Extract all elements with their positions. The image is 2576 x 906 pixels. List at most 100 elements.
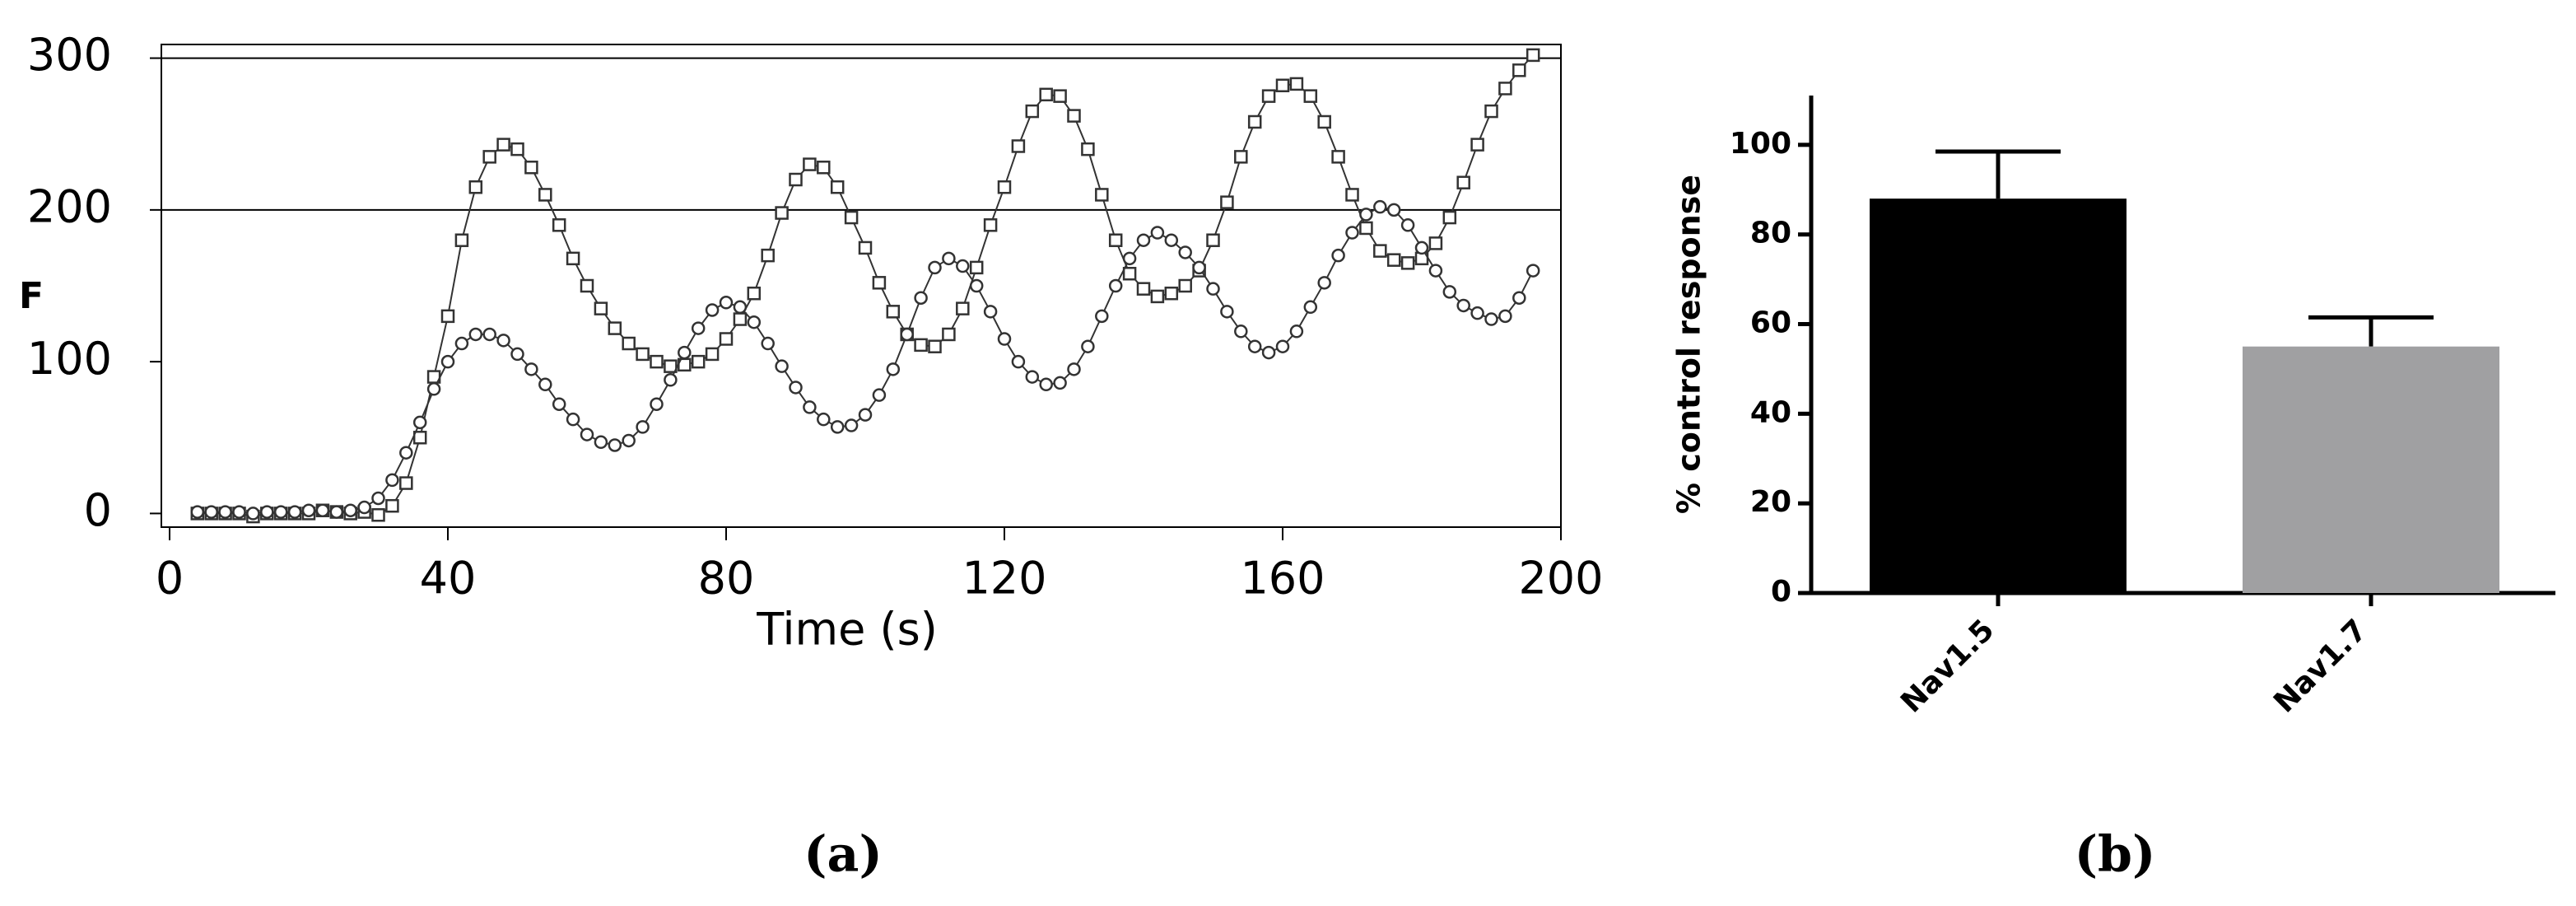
data-point: [1400, 256, 1415, 270]
data-point: [747, 286, 762, 301]
data-point: [969, 260, 984, 275]
data-point: [886, 305, 901, 319]
data-point: [1331, 150, 1345, 164]
data-point: [273, 505, 288, 519]
data-point: [1122, 267, 1137, 281]
data-point: [1067, 362, 1081, 376]
data-point: [1053, 89, 1067, 103]
data-point: [454, 336, 469, 351]
data-point: [468, 327, 483, 342]
data-point: [1386, 203, 1401, 217]
x-axis-label: Time (s): [756, 604, 938, 656]
data-point: [997, 332, 1012, 346]
data-point: [1136, 282, 1151, 296]
data-point: [1512, 291, 1526, 305]
data-point: [399, 476, 413, 490]
data-point: [357, 500, 371, 515]
data-point: [872, 276, 887, 290]
data-point: [1428, 236, 1443, 250]
data-point: [1275, 78, 1290, 93]
data-point: [1414, 241, 1429, 255]
data-point: [315, 503, 330, 517]
data-point: [1234, 150, 1248, 164]
data-point: [1164, 286, 1179, 301]
data-point: [594, 301, 608, 315]
y-axis-label: F: [19, 275, 44, 317]
data-point: [232, 505, 246, 519]
data-point: [371, 491, 385, 506]
data-point: [678, 345, 692, 360]
data-point: [1442, 210, 1457, 225]
x-tick-label: 40: [420, 553, 477, 605]
data-point: [1081, 339, 1095, 353]
data-point: [858, 241, 873, 255]
data-point: [691, 321, 706, 335]
data-point: [1247, 114, 1262, 129]
data-point: [1234, 325, 1248, 339]
data-point: [566, 412, 580, 427]
data-point: [803, 157, 817, 171]
data-point: [1011, 354, 1026, 369]
data-point: [412, 431, 427, 445]
data-point: [1359, 208, 1373, 222]
y-tick-label: 200: [27, 181, 112, 233]
data-point: [956, 301, 970, 315]
data-point: [482, 327, 496, 342]
data-point: [580, 427, 594, 441]
data-point: [1220, 305, 1234, 319]
data-point: [747, 315, 762, 329]
data-point: [1095, 188, 1109, 202]
data-point: [830, 180, 845, 194]
data-point: [1303, 89, 1318, 103]
data-point: [1512, 63, 1526, 77]
data-point: [719, 332, 734, 346]
data-point: [608, 438, 622, 452]
y-tick-label: 0: [1771, 575, 1791, 609]
data-point: [830, 420, 845, 434]
data-point: [1261, 89, 1276, 103]
panel-caption: (b): [2075, 826, 2156, 884]
data-point: [1359, 221, 1373, 236]
data-point: [705, 347, 720, 362]
data-point: [1067, 109, 1081, 123]
data-point: [1039, 87, 1053, 102]
data-point: [1025, 104, 1040, 119]
data-point: [552, 397, 566, 411]
data-point: [1526, 48, 1540, 63]
data-point: [1498, 82, 1512, 96]
data-point: [385, 498, 399, 513]
y-tick-label: 300: [27, 29, 112, 81]
data-point: [566, 251, 580, 266]
data-point: [1150, 289, 1165, 304]
data-point: [524, 161, 538, 175]
data-point: [1178, 245, 1192, 259]
x-tick-label: 160: [1240, 553, 1325, 605]
data-point: [719, 296, 734, 310]
data-point: [1025, 370, 1040, 384]
data-point: [1178, 278, 1192, 293]
data-point: [1108, 278, 1123, 293]
x-tick-label: 120: [962, 553, 1046, 605]
data-point: [1456, 298, 1470, 313]
data-point: [1442, 285, 1457, 299]
data-point: [664, 373, 678, 387]
data-point: [872, 388, 887, 402]
data-point: [204, 505, 218, 519]
data-point: [440, 354, 455, 369]
y-tick-label: 100: [27, 333, 112, 385]
data-point: [1526, 264, 1540, 278]
data-point: [1317, 114, 1331, 129]
data-point: [1484, 104, 1498, 119]
data-point: [524, 362, 538, 376]
data-point: [886, 362, 901, 376]
data-point: [538, 188, 552, 202]
data-point: [914, 291, 928, 305]
data-point: [636, 420, 650, 434]
data-point: [983, 218, 998, 232]
data-point: [580, 278, 594, 293]
data-point: [983, 305, 998, 319]
data-point: [301, 503, 316, 517]
data-point: [789, 172, 803, 187]
data-point: [1247, 339, 1262, 353]
data-point: [1220, 195, 1234, 209]
